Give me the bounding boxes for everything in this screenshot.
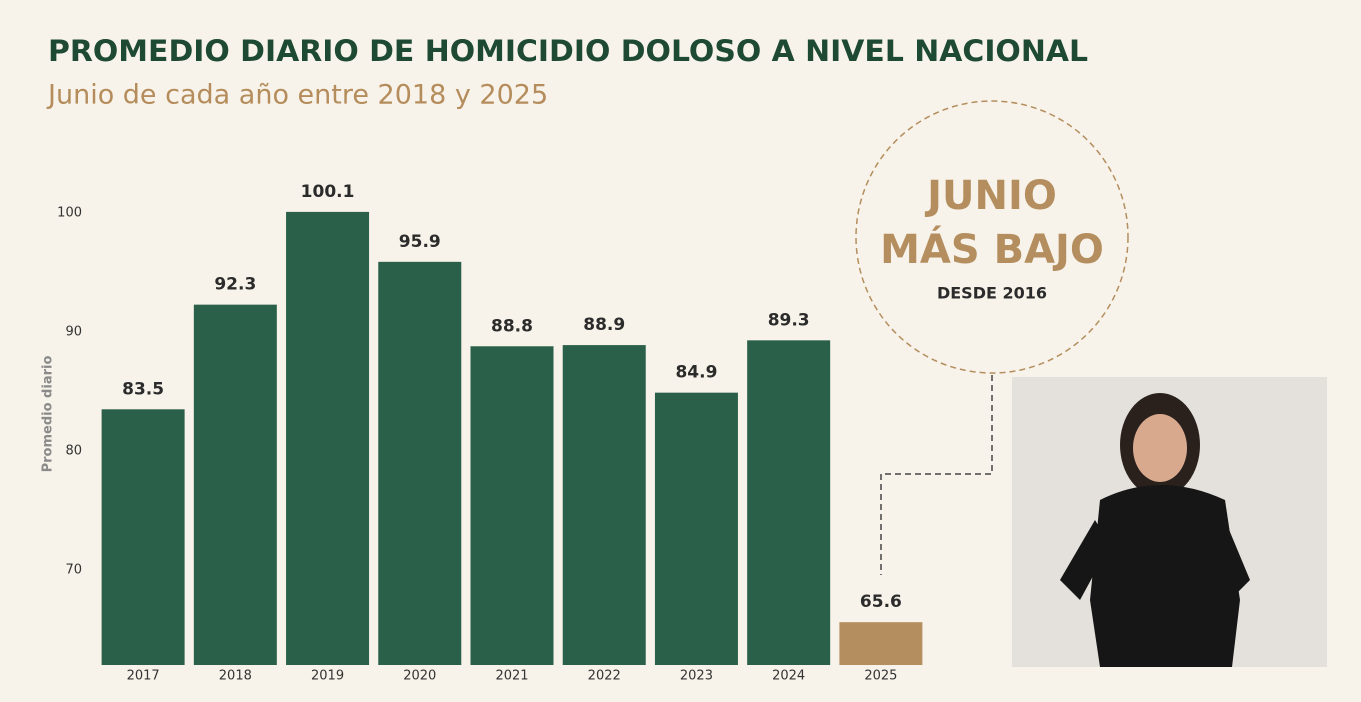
- x-tick-label: 2021: [495, 669, 528, 684]
- x-tick-label: 2018: [219, 669, 252, 684]
- interpreter-video: [1012, 377, 1327, 667]
- chart-subtitle: Junio de cada año entre 2018 y 2025: [46, 80, 548, 111]
- y-tick-label: 100: [57, 206, 82, 221]
- x-tick-label: 2020: [403, 669, 436, 684]
- bar: [562, 345, 646, 665]
- bar: [747, 340, 831, 665]
- bar: [654, 392, 738, 665]
- bar: [839, 622, 923, 665]
- bar: [193, 304, 277, 665]
- x-tick-label: 2017: [127, 669, 160, 684]
- data-label: 83.5: [122, 379, 164, 399]
- data-label: 100.1: [301, 182, 355, 202]
- bar: [101, 409, 185, 665]
- annotation-line: MÁS BAJO: [880, 225, 1104, 273]
- data-label: 88.8: [491, 316, 533, 336]
- data-label: 95.9: [399, 232, 441, 252]
- y-axis-label: Promedio diario: [41, 356, 56, 473]
- person-arm: [1215, 520, 1250, 598]
- bar: [286, 211, 370, 665]
- person-arm: [1060, 520, 1110, 600]
- x-tick-label: 2024: [772, 669, 805, 684]
- bar: [378, 261, 462, 665]
- annotation-line: JUNIO: [924, 173, 1057, 219]
- data-label: 92.3: [214, 275, 256, 295]
- y-tick-label: 80: [65, 443, 82, 458]
- chart-title: PROMEDIO DIARIO DE HOMICIDIO DOLOSO A NI…: [48, 34, 1088, 68]
- person-face: [1133, 414, 1187, 482]
- person-body: [1090, 485, 1240, 667]
- data-label: 88.9: [583, 315, 625, 335]
- data-label: 84.9: [675, 363, 717, 383]
- annotation-line: DESDE 2016: [937, 284, 1047, 303]
- x-tick-label: 2023: [680, 669, 713, 684]
- x-tick-label: 2022: [588, 669, 621, 684]
- y-tick-label: 90: [65, 325, 82, 340]
- x-tick-label: 2025: [864, 669, 897, 684]
- y-tick-label: 70: [65, 562, 82, 577]
- annotation-circle: [855, 100, 1129, 374]
- annotation-connector: [880, 375, 993, 575]
- bar: [470, 346, 554, 665]
- data-label: 65.6: [860, 592, 902, 612]
- data-label: 89.3: [768, 310, 810, 330]
- x-tick-label: 2019: [311, 669, 344, 684]
